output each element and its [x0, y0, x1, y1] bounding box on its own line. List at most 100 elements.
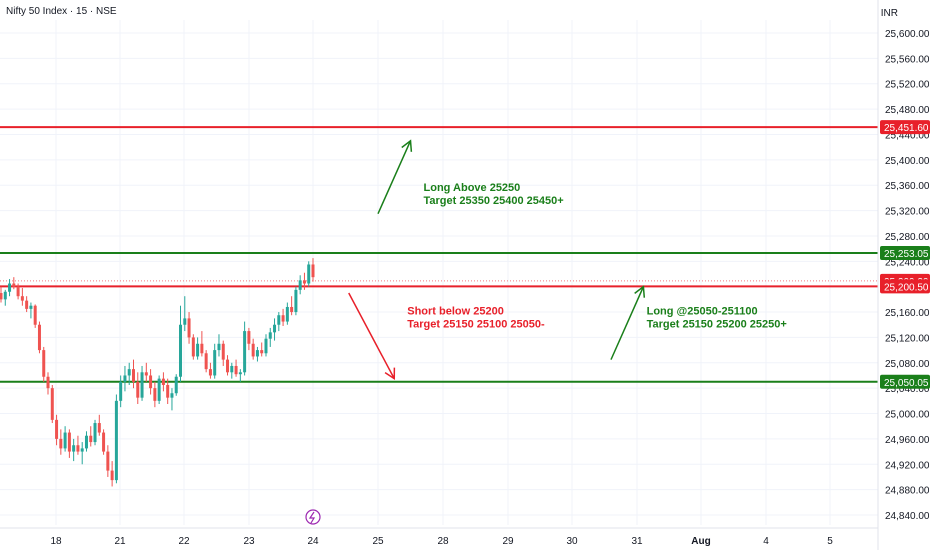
candle-body: [221, 343, 225, 360]
candle-body: [97, 423, 101, 433]
arrow-line[interactable]: [610, 286, 645, 360]
candle-body: [238, 372, 242, 375]
annotation-line-1: Long Above 25250: [424, 182, 521, 194]
candle-body: [196, 343, 200, 357]
candle-body: [200, 343, 204, 354]
candle-body: [12, 283, 16, 287]
y-tick-label: 25,320.00: [885, 207, 930, 218]
y-tick-label: 25,560.00: [885, 54, 930, 65]
candle-body: [136, 381, 140, 398]
candle-body: [234, 365, 238, 375]
annotation-line-2: Target 25350 25400 25450+: [424, 195, 564, 207]
candle-body: [102, 432, 106, 452]
candle-body: [230, 365, 234, 373]
candle-body: [76, 445, 80, 452]
y-tick-label: 25,360.00: [885, 181, 930, 192]
candle-body: [247, 331, 251, 344]
candle-body: [285, 306, 289, 322]
arrow-head: [401, 139, 413, 152]
candle-body: [307, 264, 311, 284]
candle-body: [161, 378, 165, 385]
candle-body: [72, 445, 76, 452]
candle-body: [255, 350, 259, 357]
arrow-line[interactable]: [377, 140, 412, 215]
price-badge: [880, 246, 930, 261]
x-tick-label: 29: [502, 536, 514, 547]
y-tick-label: 25,040.00: [885, 384, 930, 395]
x-tick-label: 5: [827, 536, 833, 547]
annotation-line-2: Target 25150 25100 25050-: [407, 319, 545, 331]
candle-body: [157, 378, 161, 401]
candle-body: [127, 369, 131, 376]
x-tick-label: 22: [178, 536, 190, 547]
candle-body: [89, 435, 93, 443]
annotation-line-1: Long @25050-251100: [647, 306, 758, 318]
candle-body: [187, 318, 191, 338]
candle-body: [29, 305, 33, 309]
y-tick-label: 24,880.00: [885, 486, 930, 497]
candle-body: [0, 293, 3, 300]
candle-body: [114, 400, 118, 481]
chart-title: Nifty 50 Index · 15 · NSE: [6, 6, 117, 17]
candle-body: [170, 393, 174, 398]
candle-body: [50, 388, 54, 420]
candle-body: [20, 296, 24, 301]
price-badge-label: 25,200.50: [884, 282, 929, 293]
price-badge: [880, 374, 930, 389]
y-tick-label: 25,160.00: [885, 308, 930, 319]
candle-body: [93, 423, 97, 443]
candle-body: [25, 300, 29, 309]
candle-body: [119, 381, 123, 401]
x-tick-label: 30: [566, 536, 578, 547]
x-tick-label: 25: [372, 536, 384, 547]
candle-body: [55, 419, 59, 439]
candle-body: [106, 451, 110, 471]
candle-body: [42, 350, 46, 377]
candle-body: [277, 315, 281, 325]
candle-body: [80, 448, 84, 452]
price-badge-label: 25,050.05: [884, 378, 929, 389]
candle-body: [166, 384, 170, 398]
arrow-line[interactable]: [348, 292, 395, 379]
candle-body: [16, 286, 20, 297]
y-tick-label: 24,960.00: [885, 435, 930, 446]
candle-body: [174, 376, 178, 394]
y-tick-label: 25,120.00: [885, 333, 930, 344]
candle-body: [131, 369, 135, 382]
annotation-line-2: Target 25150 25200 25250+: [647, 319, 787, 331]
price-badge-label: 25,253.05: [884, 249, 929, 260]
y-tick-label: 25,000.00: [885, 410, 930, 421]
candle-body: [260, 350, 264, 354]
price-badge: [880, 120, 930, 135]
candle-body: [3, 291, 7, 300]
y-tick-label: 25,480.00: [885, 105, 930, 116]
y-tick-label: 25,080.00: [885, 359, 930, 370]
candle-body: [208, 369, 212, 376]
candle-body: [294, 289, 298, 313]
lightning-glyph: [308, 511, 316, 524]
candle-body: [268, 332, 272, 339]
candle-body: [144, 372, 148, 376]
candle-body: [298, 280, 302, 290]
candle-body: [123, 375, 127, 382]
lightning-event-icon[interactable]: [305, 509, 321, 525]
candle-body: [37, 324, 41, 351]
candle-body: [63, 432, 67, 449]
y-tick-label: 25,400.00: [885, 156, 930, 167]
candle-body: [183, 318, 187, 325]
arrow-head: [384, 367, 396, 381]
candle-body: [264, 338, 268, 354]
candle-body: [67, 432, 71, 452]
candle-body: [302, 280, 306, 284]
y-tick-label: 24,920.00: [885, 460, 930, 471]
y-tick-label: 25,520.00: [885, 80, 930, 91]
candle-body: [311, 264, 315, 278]
y-tick-label: 24,840.00: [885, 511, 930, 522]
annotation-line-1: Short below 25200: [407, 306, 504, 318]
candle-body: [204, 353, 208, 370]
candle-body: [179, 324, 183, 377]
candle-body: [290, 306, 294, 313]
x-tick-label: 24: [307, 536, 319, 547]
